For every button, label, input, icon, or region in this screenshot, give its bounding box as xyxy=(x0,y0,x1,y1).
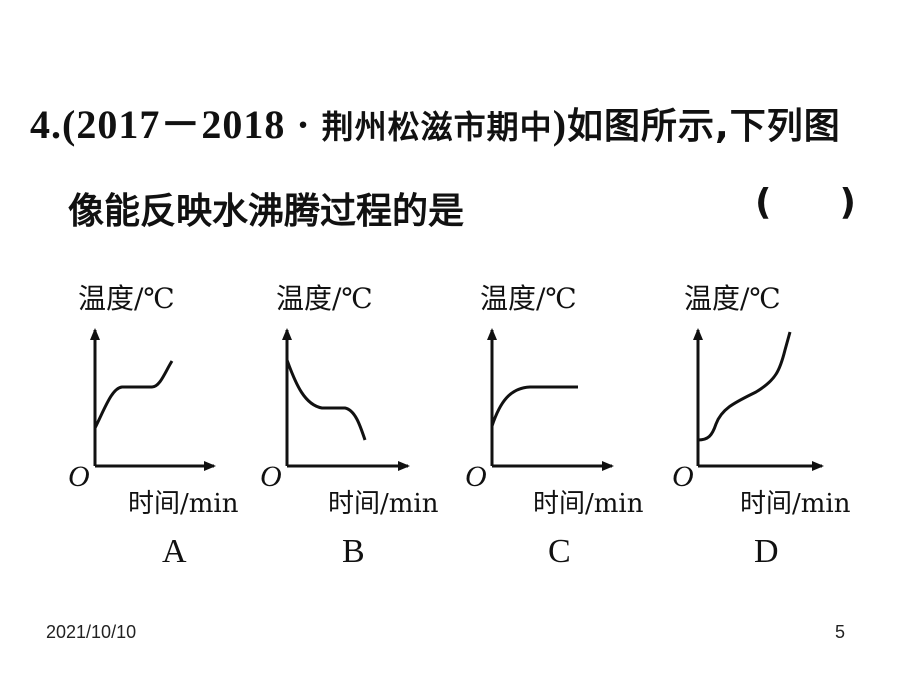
question-source-name: 荆州松滋市期中 xyxy=(321,108,553,146)
graph-a-curve xyxy=(93,360,174,429)
question-text-line-1: 如图所示,下列图 xyxy=(567,106,841,147)
footer-date: 2021/10/10 xyxy=(46,622,137,642)
graph-d-ylabel: 温度/℃ xyxy=(684,282,781,315)
question-text-line-2: 像能反映水沸腾过程的是 xyxy=(68,191,465,232)
graph-c-origin: O xyxy=(465,460,487,493)
graph-c-ylabel: 温度/℃ xyxy=(480,282,577,315)
graph-a-origin: O xyxy=(68,460,90,493)
question-line-1: 4.(2017－2018 · 荆州松滋市期中)如图所示,下列图 xyxy=(30,92,841,150)
graph-d-origin: O xyxy=(672,460,694,493)
answer-paren-close: ) xyxy=(839,182,856,223)
graph-d-xlabel: 时间/min xyxy=(740,489,851,519)
graph-a[interactable]: 温度/℃ O 时间/min A xyxy=(68,282,239,570)
graph-b-ylabel: 温度/℃ xyxy=(276,282,373,315)
graph-b[interactable]: 温度/℃ O 时间/min B xyxy=(260,282,439,570)
graph-a-xlabel: 时间/min xyxy=(128,489,239,519)
graph-a-option-label: A xyxy=(162,533,187,570)
answer-blank[interactable]: () xyxy=(755,182,856,223)
graph-a-ylabel: 温度/℃ xyxy=(78,282,175,315)
graph-d-curve xyxy=(697,331,792,442)
graph-b-option-label: B xyxy=(342,533,365,570)
question-source-open: (2017－2018 · xyxy=(62,102,322,147)
question-source-close: ) xyxy=(552,102,568,147)
graph-c-option-label: C xyxy=(548,533,571,570)
footer-page-number: 5 xyxy=(835,622,846,642)
graph-b-origin: O xyxy=(260,460,282,493)
graph-c-curve xyxy=(490,385,578,427)
question-number: 4. xyxy=(30,102,62,147)
graph-b-xlabel: 时间/min xyxy=(328,489,439,519)
graph-c-xlabel: 时间/min xyxy=(533,489,644,519)
graph-c[interactable]: 温度/℃ O 时间/min C xyxy=(465,282,644,570)
answer-paren-open: ( xyxy=(755,182,772,223)
graph-b-curve xyxy=(285,359,367,441)
graph-d[interactable]: 温度/℃ O 时间/min D xyxy=(672,282,851,570)
graph-d-option-label: D xyxy=(754,533,779,570)
